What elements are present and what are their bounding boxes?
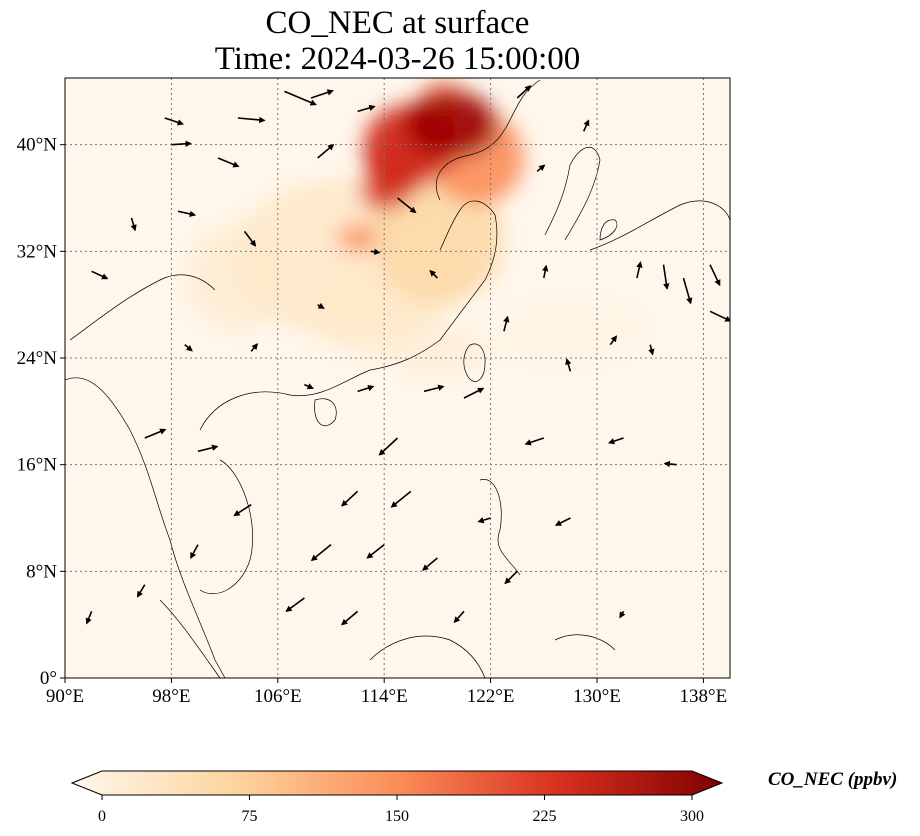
concentration-patch bbox=[404, 91, 498, 158]
y-tick-label: 32°N bbox=[17, 241, 58, 262]
colorbar-tick-label: 300 bbox=[680, 808, 704, 825]
wind-arrow bbox=[164, 117, 184, 126]
wind-arrow bbox=[250, 343, 259, 352]
colorbar-gradient bbox=[70, 770, 724, 796]
wind-arrow bbox=[177, 210, 197, 217]
x-tick-label: 114°E bbox=[361, 686, 408, 707]
concentration-patch bbox=[370, 171, 504, 305]
wind-arrow bbox=[91, 270, 109, 280]
wind-arrow bbox=[378, 437, 399, 456]
wind-arrow bbox=[565, 358, 572, 372]
y-tick-label: 8°N bbox=[26, 561, 57, 582]
wind-arrow bbox=[636, 261, 643, 279]
colorbar-tick-label: 150 bbox=[385, 808, 409, 825]
wind-arrow bbox=[397, 197, 417, 214]
wind-arrow bbox=[429, 269, 438, 279]
wind-arrow bbox=[243, 230, 257, 247]
wind-arrow bbox=[663, 460, 677, 468]
wind-arrow bbox=[463, 387, 485, 399]
wind-arrow bbox=[285, 597, 305, 612]
wind-arrow bbox=[184, 344, 193, 352]
wind-arrow bbox=[554, 517, 571, 526]
y-tick-label: 0° bbox=[40, 668, 57, 689]
x-tick-label: 90°E bbox=[46, 686, 84, 707]
wind-arrow bbox=[504, 570, 518, 585]
longitude-axis: 90°E 98°E 106°E 114°E 122°E 130°E 138°E bbox=[46, 678, 727, 707]
wind-arrow bbox=[477, 517, 491, 524]
wind-vectors bbox=[85, 85, 730, 626]
co-concentration-field bbox=[184, 82, 651, 379]
wind-arrow bbox=[370, 248, 381, 255]
wind-arrow bbox=[709, 310, 730, 322]
wind-arrow bbox=[217, 157, 240, 168]
wind-arrow bbox=[536, 164, 546, 172]
wind-arrow bbox=[341, 610, 359, 626]
wind-arrow bbox=[709, 264, 721, 287]
colorbar: 0 75 150 225 300 bbox=[70, 770, 724, 825]
x-tick-label: 98°E bbox=[152, 686, 190, 707]
wind-arrow bbox=[390, 490, 412, 508]
wind-arrow bbox=[136, 584, 146, 598]
wind-arrow bbox=[607, 437, 624, 445]
wind-arrow bbox=[171, 140, 192, 147]
wind-arrow bbox=[310, 89, 334, 99]
wind-arrow bbox=[609, 335, 618, 346]
wind-arrow bbox=[619, 610, 626, 619]
wind-arrow bbox=[542, 264, 549, 279]
wind-arrow bbox=[366, 544, 385, 559]
wind-arrow bbox=[453, 610, 465, 624]
colorbar-tick-label: 225 bbox=[533, 808, 557, 825]
wind-arrow bbox=[237, 116, 266, 124]
chart-subtitle: Time: 2024-03-26 15:00:00 bbox=[214, 41, 581, 77]
wind-arrow bbox=[190, 544, 199, 559]
wind-arrow bbox=[85, 611, 93, 625]
wind-arrow bbox=[144, 428, 167, 439]
x-tick-label: 138°E bbox=[680, 686, 728, 707]
wind-arrow bbox=[357, 104, 376, 113]
x-tick-label: 122°E bbox=[467, 686, 515, 707]
y-tick-label: 16°N bbox=[17, 455, 58, 476]
chart-title: CO_NEC at surface bbox=[265, 5, 530, 41]
map-frame bbox=[64, 77, 731, 679]
concentration-patch bbox=[490, 298, 651, 365]
y-tick-label: 24°N bbox=[17, 348, 58, 369]
wind-arrow bbox=[130, 217, 137, 232]
wind-arrow bbox=[524, 437, 545, 446]
wind-arrow bbox=[341, 490, 359, 507]
latitude-axis: 0° 8°N 16°N 24°N 32°N 40°N bbox=[17, 135, 65, 689]
colorbar-ticks: 0 75 150 225 300 bbox=[98, 795, 704, 825]
x-tick-label: 130°E bbox=[573, 686, 621, 707]
wind-arrow bbox=[422, 557, 438, 571]
wind-arrow bbox=[682, 277, 693, 305]
wind-arrow bbox=[516, 85, 532, 99]
wind-arrow bbox=[582, 119, 590, 132]
wind-arrow bbox=[233, 503, 252, 517]
wind-arrow bbox=[284, 90, 317, 106]
wind-arrow bbox=[317, 143, 335, 159]
y-tick-label: 40°N bbox=[17, 135, 58, 156]
x-tick-label: 106°E bbox=[254, 686, 302, 707]
wind-arrow bbox=[662, 264, 670, 290]
wind-arrow bbox=[310, 544, 332, 562]
wind-arrow bbox=[357, 384, 375, 393]
wind-arrow bbox=[503, 315, 510, 332]
wind-arrow bbox=[304, 383, 314, 390]
wind-arrow bbox=[648, 344, 655, 356]
concentration-patch bbox=[337, 224, 378, 252]
wind-arrow bbox=[317, 302, 325, 309]
wind-arrow bbox=[197, 444, 219, 453]
colorbar-tick-label: 75 bbox=[242, 808, 258, 825]
colorbar-tick-label: 0 bbox=[98, 808, 106, 825]
colorbar-label: CO_NEC (ppbv) bbox=[768, 769, 898, 790]
concentration-patch bbox=[364, 131, 431, 198]
wind-arrow bbox=[423, 384, 445, 393]
